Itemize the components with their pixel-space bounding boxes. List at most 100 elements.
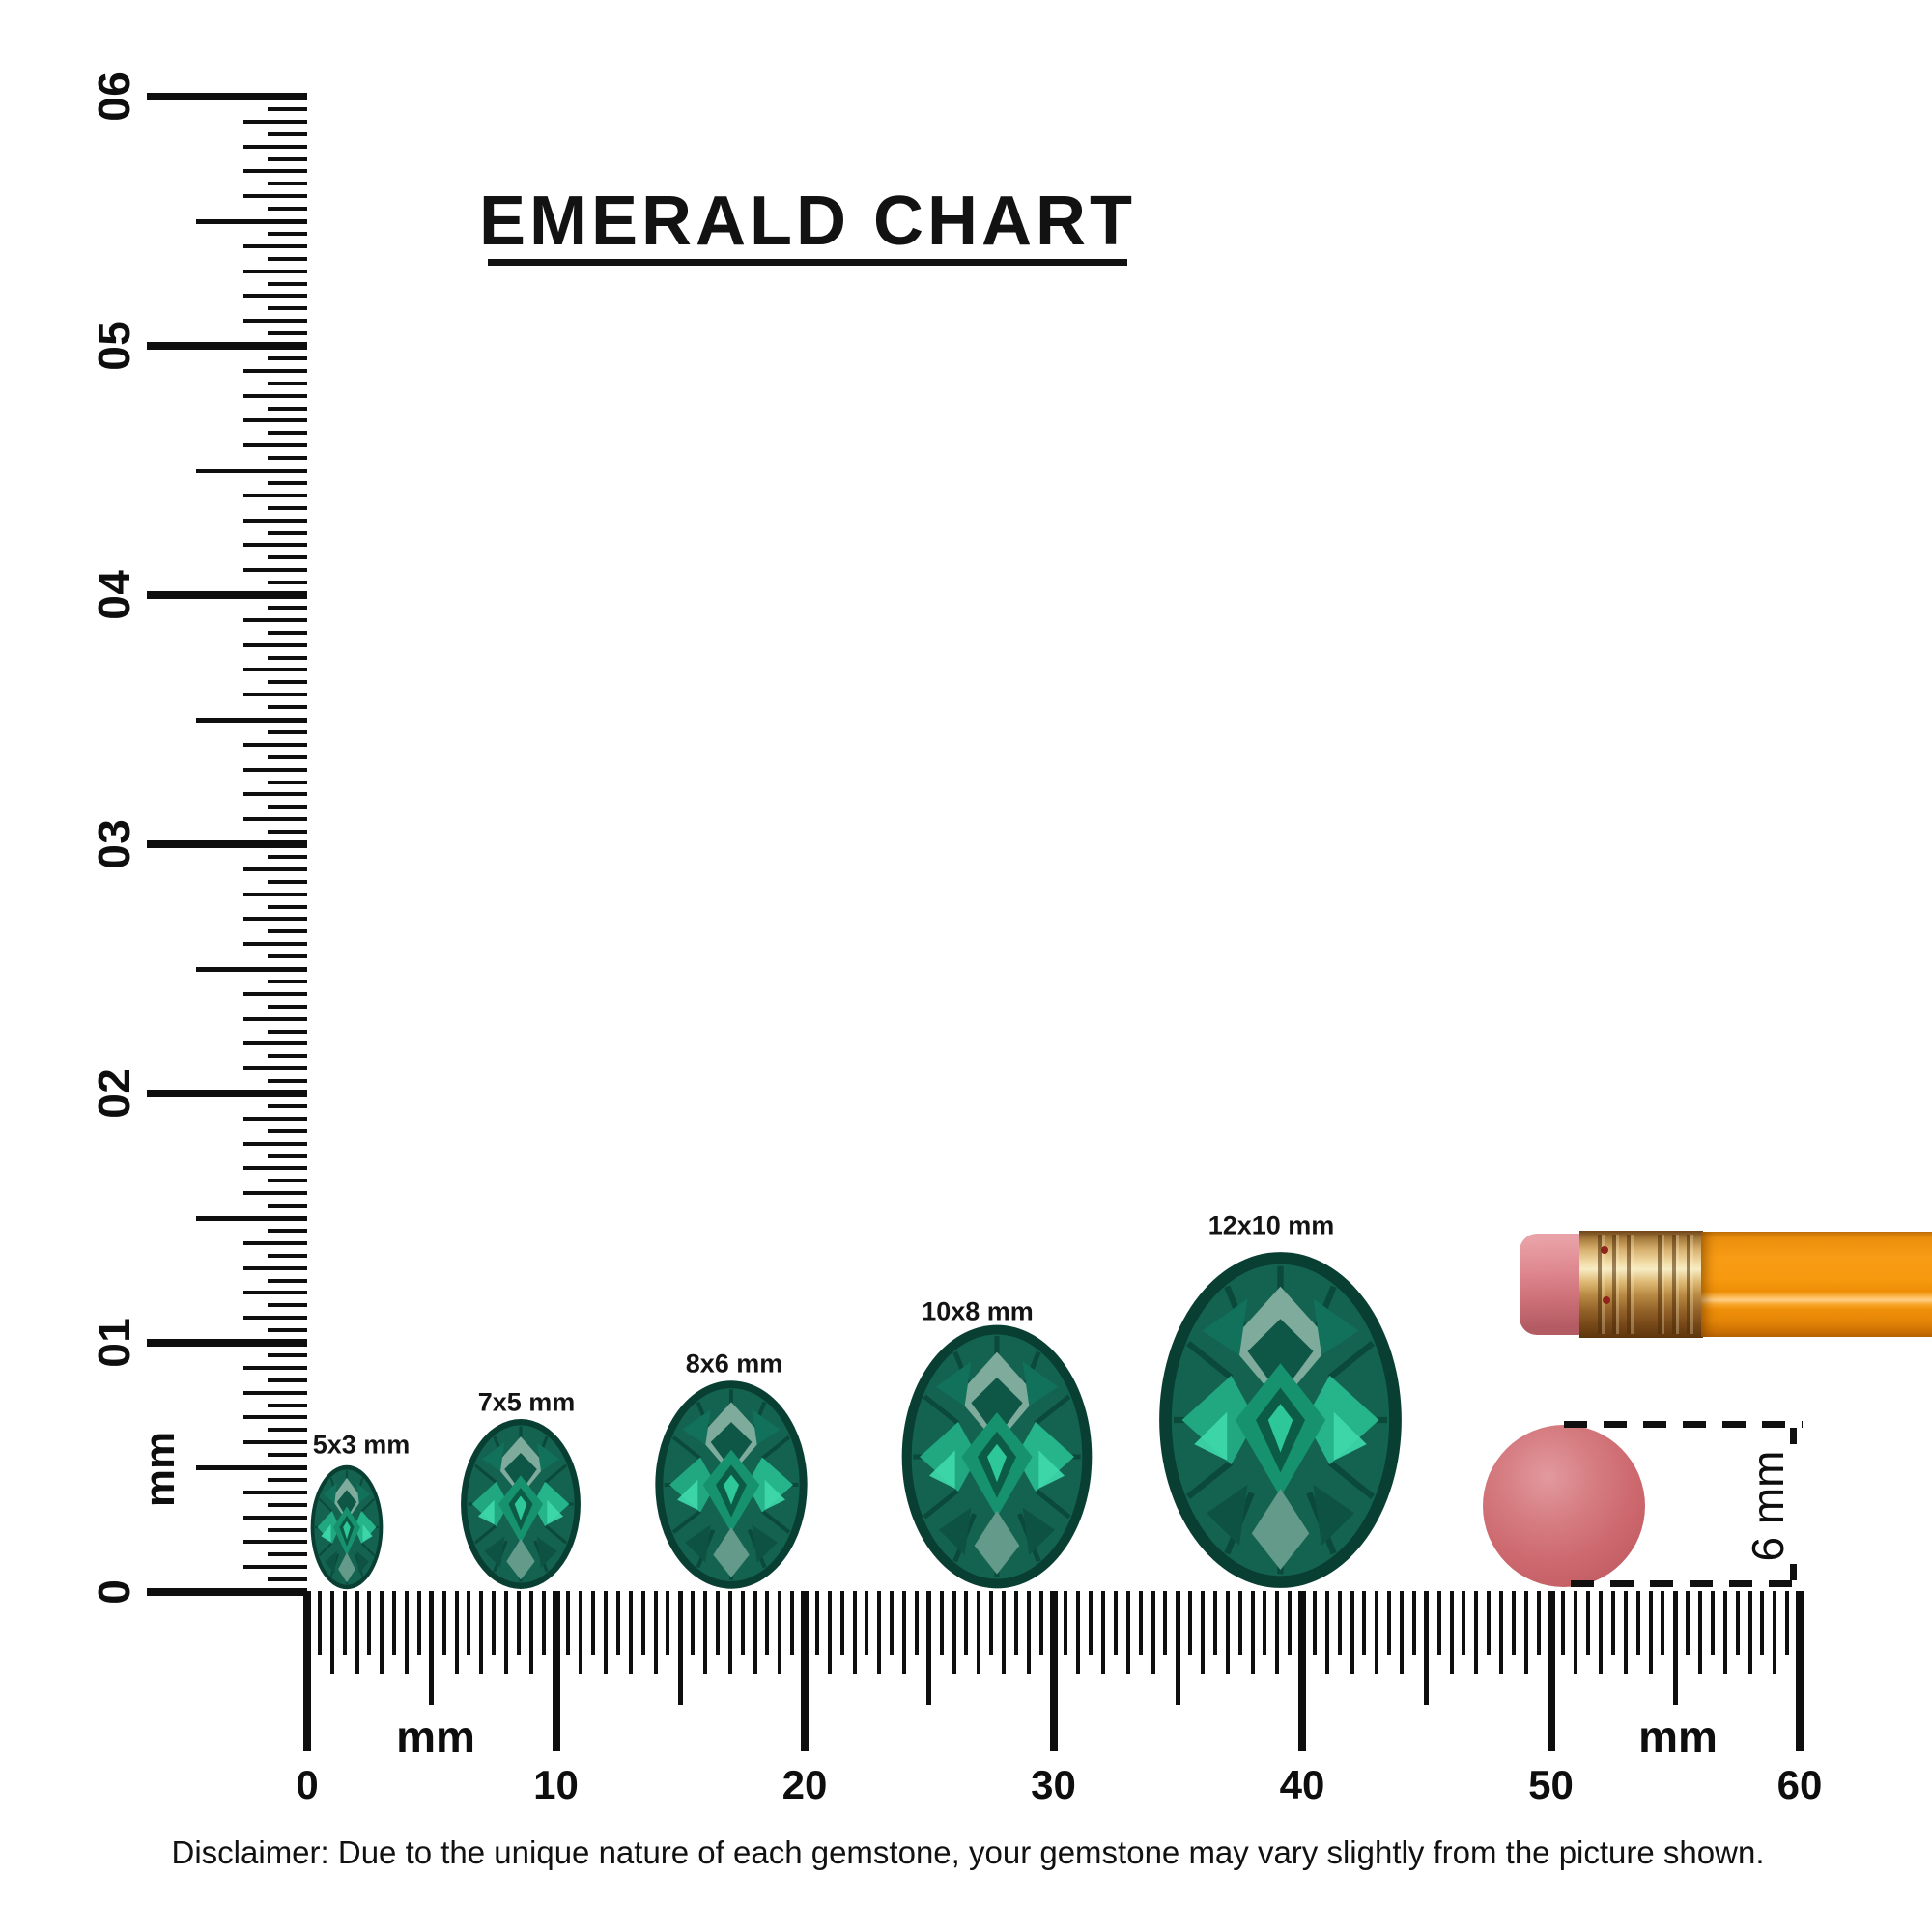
horizontal-ruler-tick [1499, 1591, 1503, 1674]
vertical-ruler-tick [268, 1352, 307, 1357]
vertical-ruler-tick [147, 342, 307, 350]
vertical-ruler-tick [243, 319, 307, 324]
horizontal-ruler-tick [1574, 1591, 1578, 1674]
vertical-ruler-tick [243, 269, 307, 273]
gem-size-label-5x3: 5x3 mm [312, 1430, 411, 1460]
vertical-ruler-tick [243, 1016, 307, 1021]
eraser-measure-line-bottom [1571, 1580, 1804, 1587]
vertical-ruler-tick [268, 207, 307, 212]
horizontal-ruler-tick [1547, 1591, 1555, 1751]
horizontal-ruler-tick [727, 1591, 732, 1674]
vertical-ruler-tick [268, 331, 307, 336]
emerald-gem-7x5 [460, 1418, 582, 1590]
horizontal-ruler-tick [1064, 1591, 1068, 1655]
vertical-ruler-tick [243, 642, 307, 647]
horizontal-ruler-tick [1049, 1591, 1058, 1751]
horizontal-ruler-tick [604, 1591, 608, 1674]
horizontal-ruler-tick [1436, 1591, 1441, 1655]
vertical-ruler-tick [268, 1128, 307, 1133]
horizontal-ruler-tick [1298, 1591, 1306, 1751]
horizontal-ruler-tick [541, 1591, 546, 1655]
horizontal-ruler-tick [1101, 1591, 1105, 1674]
vertical-ruler-tick [243, 443, 307, 448]
horizontal-ruler-tick [1337, 1591, 1342, 1655]
vertical-ruler-tick [196, 1215, 307, 1221]
horizontal-ruler-tick [1163, 1591, 1168, 1655]
horizontal-ruler-tick [1175, 1591, 1180, 1705]
vertical-ruler-tick [268, 156, 307, 161]
horizontal-ruler-tick [877, 1591, 882, 1674]
vertical-ruler-tick [268, 1079, 307, 1084]
vertical-ruler-tick [147, 1339, 307, 1347]
horizontal-ruler-tick [454, 1591, 459, 1674]
vertical-ruler-tick [268, 1328, 307, 1333]
horizontal-ruler-tick [528, 1591, 533, 1674]
vertical-ruler-tick [243, 543, 307, 548]
horizontal-ruler-tick [839, 1591, 844, 1655]
horizontal-ruler-tick [1449, 1591, 1454, 1674]
vertical-ruler-tick [268, 1403, 307, 1407]
vertical-ruler-tick [268, 1253, 307, 1258]
vertical-ruler-tick [268, 381, 307, 385]
vertical-ruler-tick [268, 780, 307, 784]
horizontal-ruler-tick [852, 1591, 857, 1674]
horizontal-ruler-tick [1536, 1591, 1541, 1655]
vertical-ruler-tick [243, 1490, 307, 1494]
vertical-ruler-tick [268, 1428, 307, 1433]
vertical-ruler-tick [196, 717, 307, 723]
vertical-ruler-tick [243, 1066, 307, 1071]
vertical-ruler-tick [147, 1090, 307, 1097]
vertical-ruler-tick [268, 1278, 307, 1283]
vertical-ruler-tick [243, 169, 307, 174]
horizontal-ruler-tick [516, 1591, 521, 1655]
horizontal-ruler-tick [1635, 1591, 1640, 1655]
horizontal-ruler-tick [778, 1591, 782, 1674]
horizontal-ruler-unit-label-right: mm [1638, 1712, 1718, 1762]
vertical-ruler-tick [243, 942, 307, 947]
vertical-ruler-tick [243, 119, 307, 124]
horizontal-ruler-tick [1672, 1591, 1678, 1705]
vertical-ruler-tick [243, 1191, 307, 1196]
page-title: EMERALD CHART [479, 183, 1136, 260]
pencil-ferrule [1579, 1231, 1703, 1338]
horizontal-ruler-tick [827, 1591, 832, 1674]
horizontal-ruler-tick [1785, 1591, 1790, 1655]
vertical-ruler-tick [243, 144, 307, 149]
disclaimer-text: Disclaimer: Due to the unique nature of … [171, 1834, 1765, 1870]
horizontal-ruler-tick [429, 1591, 435, 1705]
horizontal-ruler-tick [1250, 1591, 1255, 1674]
horizontal-ruler-tick [926, 1591, 932, 1705]
horizontal-ruler-label: 30 [1031, 1762, 1076, 1807]
horizontal-ruler-tick [1288, 1591, 1293, 1655]
vertical-ruler-tick [196, 468, 307, 473]
vertical-ruler-tick [243, 1390, 307, 1395]
vertical-ruler-tick [268, 754, 307, 759]
vertical-ruler-tick [243, 1041, 307, 1046]
vertical-ruler-tick [243, 194, 307, 199]
horizontal-ruler-tick [1350, 1591, 1354, 1674]
vertical-ruler-label: 0 [89, 1579, 139, 1605]
horizontal-ruler-tick [1686, 1591, 1690, 1655]
horizontal-ruler-tick [479, 1591, 484, 1674]
vertical-ruler-tick [268, 630, 307, 635]
vertical-ruler-tick [243, 493, 307, 497]
horizontal-ruler-tick [1201, 1591, 1205, 1674]
ferrule-dot [1601, 1246, 1608, 1254]
pencil [1520, 1231, 1932, 1338]
horizontal-ruler-tick [1586, 1591, 1591, 1655]
horizontal-ruler-tick [1623, 1591, 1628, 1674]
eraser-measure-stub-bottom [1790, 1564, 1797, 1580]
vertical-ruler-tick [147, 93, 307, 100]
horizontal-ruler-tick [1312, 1591, 1317, 1655]
horizontal-ruler-tick [1089, 1591, 1094, 1655]
horizontal-ruler-tick [1722, 1591, 1727, 1674]
vertical-ruler-tick [243, 892, 307, 896]
horizontal-ruler-tick [1225, 1591, 1230, 1674]
horizontal-ruler-tick [380, 1591, 384, 1674]
horizontal-ruler-tick [1760, 1591, 1765, 1655]
vertical-ruler-tick [268, 1502, 307, 1507]
horizontal-ruler-tick [1424, 1591, 1430, 1705]
horizontal-ruler-tick [790, 1591, 795, 1655]
horizontal-ruler-tick [1773, 1591, 1777, 1674]
